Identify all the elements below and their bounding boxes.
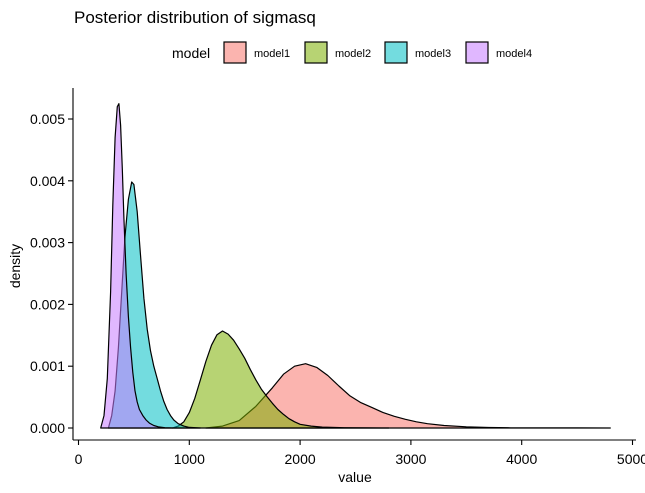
x-tick-label: 2000 [285,451,316,467]
legend-label-model3: model3 [415,48,451,60]
y-tick-label: 0.000 [30,420,65,436]
legend-label-model1: model1 [254,48,290,60]
legend-key-model1 [223,41,247,64]
y-tick-label: 0.004 [30,173,65,189]
legend-label-model2: model2 [335,48,371,60]
y-axis-title: density [7,244,23,288]
density-area-model2 [172,330,390,429]
y-tick-label: 0.002 [30,296,65,312]
legend-title: model [172,45,210,61]
x-tick-label: 3000 [395,451,426,467]
y-tick-label: 0.005 [30,111,65,127]
plot-area [100,103,611,429]
x-axis-ticks: 0 1000 2000 3000 4000 5000 [75,440,645,467]
legend-key-model4 [465,41,489,64]
chart-title: Posterior distribution of sigmasq [74,8,316,27]
legend-label-model4: model4 [496,48,532,60]
density-area-model4 [100,103,174,429]
x-tick-label: 1000 [174,451,205,467]
y-tick-label: 0.003 [30,235,65,251]
y-tick-label: 0.001 [30,358,65,374]
x-tick-label: 5000 [617,451,645,467]
x-axis-title: value [338,469,372,485]
legend-key-model3 [384,41,408,64]
legend-key-model2 [304,41,328,64]
x-tick-label: 0 [75,451,83,467]
legend: model model1 model2 model3 model4 [172,41,532,64]
density-area-model1 [205,363,611,429]
x-tick-label: 4000 [506,451,537,467]
y-axis-ticks: 0.000 0.001 0.002 0.003 0.004 0.005 [30,111,73,436]
